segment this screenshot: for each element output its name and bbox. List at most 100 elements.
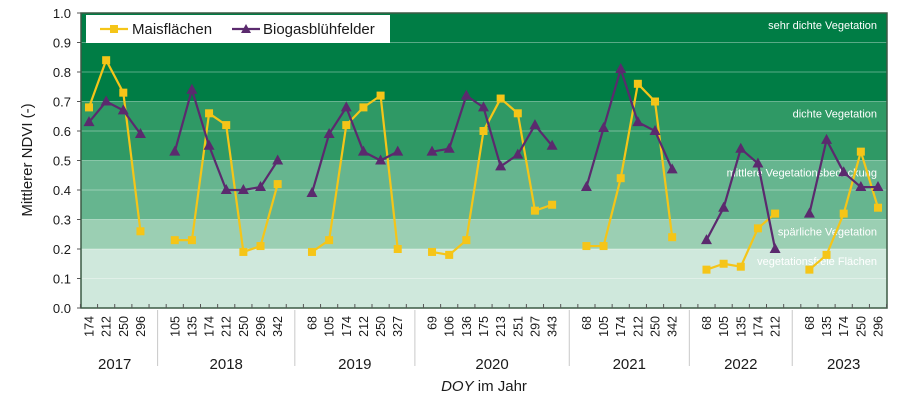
point-bio [752, 157, 764, 168]
point-mais [462, 236, 471, 245]
point-mais [479, 127, 488, 135]
x-category-label: 212 [769, 316, 783, 337]
point-mais [342, 121, 351, 130]
point-mais [136, 227, 145, 236]
y-axis-title: Mittlerer NDVI (-) [19, 103, 36, 216]
point-mais [822, 250, 831, 259]
point-bio [134, 127, 146, 138]
point-bio [546, 139, 558, 150]
year-label: 2020 [475, 356, 508, 373]
y-tick-label: 0.7 [53, 95, 71, 110]
x-category-label: 136 [460, 316, 474, 337]
point-bio [392, 145, 404, 156]
point-bio [838, 166, 850, 177]
point-bio [375, 154, 387, 165]
point-mais [616, 174, 625, 183]
point-bio [272, 154, 284, 165]
x-category-label: 342 [666, 316, 680, 337]
x-axis-title-rest: im Jahr [474, 378, 527, 395]
point-mais [633, 79, 642, 88]
x-category-label: 212 [100, 316, 114, 337]
y-tick-label: 0.6 [53, 124, 71, 139]
point-bio [357, 145, 369, 156]
series-line-bio [585, 67, 674, 188]
x-category-label: 174 [340, 316, 354, 337]
point-bio [203, 139, 215, 150]
x-category-label: 251 [511, 316, 525, 337]
point-bio [872, 181, 884, 192]
point-mais [530, 206, 539, 215]
year-label: 2018 [210, 356, 243, 373]
point-mais [874, 203, 882, 212]
point-mais [187, 236, 196, 245]
band-label-1: spärliche Vegetation [778, 227, 877, 239]
point-mais [273, 180, 282, 189]
point-mais [222, 121, 231, 130]
point-bio [426, 145, 438, 156]
x-category-label: 68 [305, 316, 319, 330]
point-bio [323, 127, 335, 138]
point-mais [582, 242, 591, 251]
x-category-label: 105 [168, 316, 182, 337]
point-mais [307, 247, 316, 256]
band-0 [81, 249, 887, 308]
y-tick-label: 0.1 [53, 272, 71, 287]
point-mais [445, 250, 454, 259]
point-bio [495, 160, 507, 171]
point-bio [598, 122, 610, 133]
point-bio [237, 184, 249, 194]
year-label: 2021 [613, 356, 646, 373]
x-category-label: 174 [614, 316, 628, 337]
point-bio [220, 184, 232, 194]
series-line-bio [310, 106, 399, 194]
point-bio [186, 83, 198, 94]
plot-frame [80, 12, 888, 309]
point-mais [119, 88, 128, 97]
x-category-label: 68 [700, 316, 714, 330]
point-mais [599, 242, 608, 251]
y-tick-label: 0.9 [53, 36, 71, 51]
point-mais [839, 209, 848, 218]
x-category-label: 250 [854, 316, 868, 337]
legend-mais-label: Maisflächen [132, 21, 212, 38]
point-bio [666, 163, 678, 174]
point-bio [306, 186, 318, 197]
legend: Maisflächen Biogasblühfelder [86, 15, 390, 43]
series-line-bio [88, 100, 142, 135]
x-axis-title-italic: DOY [441, 378, 475, 395]
point-bio [855, 181, 867, 192]
point-mais [702, 265, 711, 274]
x-category-label: 296 [254, 316, 268, 337]
y-tick-label: 0.0 [53, 301, 71, 316]
point-mais [239, 247, 248, 256]
x-category-label: 212 [357, 316, 371, 337]
x-category-label: 250 [117, 316, 131, 337]
point-mais [102, 56, 111, 65]
year-label: 2017 [98, 356, 131, 373]
point-bio [632, 116, 644, 127]
band-label-3: dichte Vegetation [793, 109, 877, 121]
point-mais [668, 233, 677, 242]
x-category-label: 212 [220, 316, 234, 337]
y-tick-label: 1.0 [53, 6, 71, 21]
x-category-label: 212 [631, 316, 645, 337]
x-category-label: 175 [477, 316, 491, 337]
point-bio [340, 101, 352, 112]
point-mais [393, 245, 402, 253]
legend-mais-marker-icon [110, 25, 118, 33]
point-mais [651, 97, 660, 106]
x-category-label: 297 [528, 316, 542, 337]
band-2 [81, 160, 887, 220]
point-mais [428, 247, 437, 256]
point-mais [359, 103, 368, 112]
point-bio [615, 63, 627, 74]
x-category-label: 105 [323, 316, 337, 337]
x-category-label: 174 [751, 316, 765, 337]
point-mais [771, 209, 780, 218]
point-bio [821, 133, 833, 144]
y-tick-label: 0.8 [53, 65, 71, 80]
point-bio [460, 89, 472, 100]
point-bio [769, 243, 781, 253]
